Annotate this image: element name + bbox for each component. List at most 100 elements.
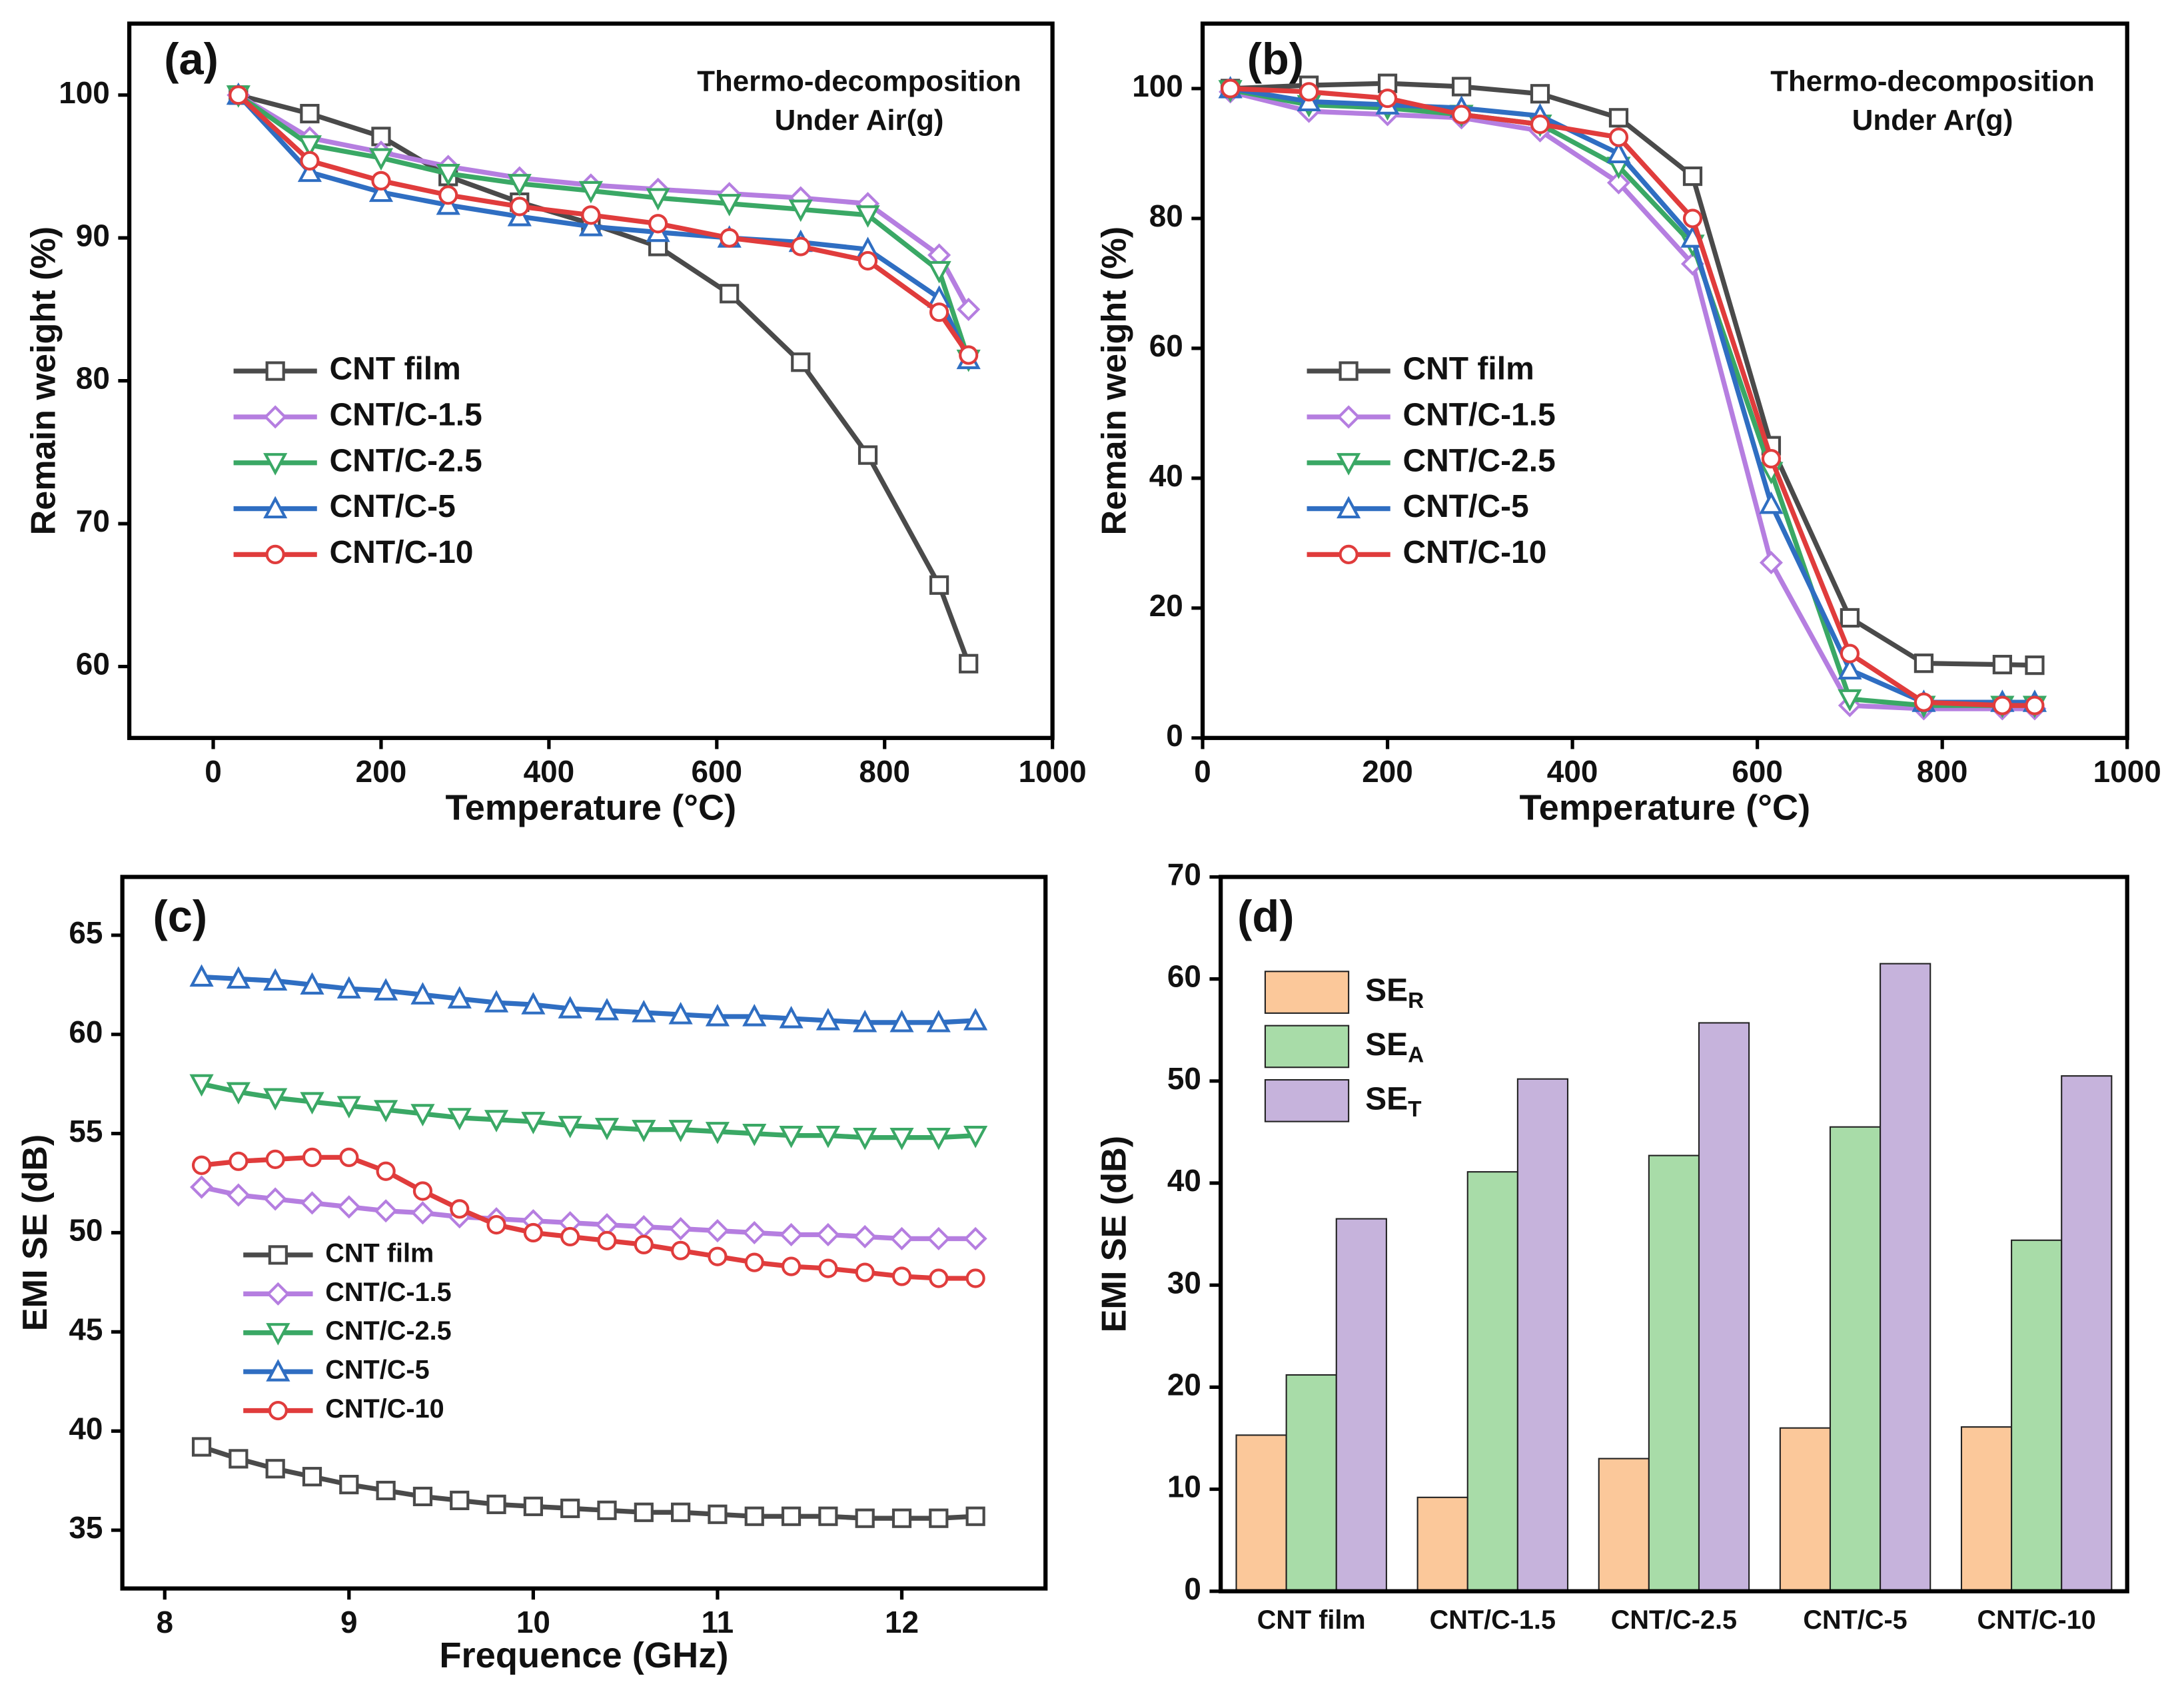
legend-swatch (1264, 1025, 1350, 1068)
marker (818, 1258, 838, 1278)
bar (1698, 1022, 1750, 1592)
series-line (201, 1154, 976, 1281)
legend-label: CNT/C-10 (330, 535, 474, 570)
legend-marker (263, 405, 287, 429)
bar (1335, 1218, 1387, 1592)
y-axis-title: EMI SE (dB) (1095, 1136, 1133, 1333)
marker (1530, 84, 1550, 104)
legend-marker (266, 1323, 290, 1346)
marker (646, 188, 670, 211)
marker (705, 1122, 730, 1144)
legend-marker (265, 544, 285, 565)
marker (376, 1480, 396, 1501)
x-tick-label: 400 (1547, 754, 1598, 789)
bar (1466, 1171, 1518, 1592)
marker (926, 1009, 951, 1033)
x-tick-label: CNT/C-1.5 (1430, 1605, 1556, 1635)
series-line (237, 93, 971, 360)
marker (229, 1449, 249, 1469)
marker (229, 85, 249, 105)
bar (1285, 1374, 1337, 1592)
marker (374, 1199, 398, 1223)
marker (581, 205, 601, 225)
marker (297, 159, 322, 183)
y-tick-label: 80 (76, 361, 110, 396)
legend-label: CNT/C-1.5 (1403, 398, 1556, 433)
marker (486, 1494, 506, 1514)
x-tick-label: 1000 (1019, 754, 1087, 789)
marker (889, 1128, 914, 1150)
y-tick-label: 40 (1149, 458, 1183, 493)
legend-marker (263, 496, 288, 519)
y-tick-label: 90 (76, 218, 110, 252)
marker (560, 1498, 580, 1518)
marker (717, 194, 742, 216)
marker (957, 297, 981, 321)
marker (781, 1506, 802, 1526)
x-tick-label: 200 (1362, 754, 1413, 789)
marker (855, 1262, 875, 1282)
bar (1829, 1126, 1882, 1592)
marker (780, 1222, 804, 1247)
legend-label: CNT/C-5 (1403, 489, 1529, 524)
panel-label: (c) (153, 893, 208, 942)
marker (708, 1246, 728, 1266)
marker (1840, 608, 1860, 628)
x-axis-title: Temperature (°C) (1520, 788, 1811, 828)
marker (744, 1252, 764, 1272)
marker (521, 1112, 546, 1134)
marker (1838, 657, 1862, 680)
y-tick-label: 70 (1167, 857, 1201, 892)
marker (227, 1183, 251, 1207)
legend-label: CNT/C-5 (330, 489, 456, 524)
marker (597, 1500, 617, 1520)
marker (744, 1506, 764, 1526)
marker (558, 996, 582, 1019)
series-line (201, 1184, 976, 1242)
marker (226, 1082, 251, 1105)
x-tick-label: 0 (1194, 754, 1211, 789)
legend-swatch (1264, 971, 1350, 1014)
marker (438, 185, 458, 205)
annotation: Under Ar(g) (1852, 104, 2013, 137)
x-tick-label: 11 (702, 1605, 734, 1639)
marker (959, 653, 979, 673)
marker (447, 986, 472, 1009)
marker (857, 445, 878, 465)
marker (791, 352, 811, 372)
y-axis-title: EMI SE (dB) (16, 1134, 55, 1332)
marker (891, 1266, 912, 1286)
y-tick-label: 60 (1149, 328, 1183, 363)
marker (1451, 105, 1472, 125)
marker (523, 1222, 543, 1243)
x-tick-label: CNT/C-5 (1803, 1605, 1907, 1635)
marker (265, 1149, 285, 1169)
marker (857, 250, 878, 271)
legend-label: CNT film (325, 1238, 434, 1268)
y-tick-label: 50 (1167, 1061, 1201, 1096)
marker (720, 284, 740, 304)
y-axis-title: Remain weight (%) (25, 226, 63, 536)
marker (889, 1009, 914, 1033)
marker (510, 197, 530, 216)
legend-swatch (1264, 1078, 1350, 1122)
series-line (237, 93, 971, 311)
legend-marker (1339, 361, 1359, 381)
series-line (201, 974, 976, 1025)
panel-label: (d) (1237, 893, 1294, 942)
marker (781, 1256, 802, 1276)
series-line (201, 1081, 976, 1140)
marker (597, 1230, 617, 1251)
legend-marker (1337, 405, 1361, 429)
bar (1779, 1427, 1832, 1592)
marker (507, 174, 532, 197)
marker (668, 1002, 693, 1025)
legend-marker (268, 1400, 288, 1421)
legend-label: CNT film (330, 352, 461, 387)
marker (484, 990, 509, 1013)
x-tick-label: 10 (516, 1605, 550, 1639)
marker (1299, 82, 1319, 102)
x-tick-label: 600 (692, 754, 743, 789)
marker (668, 1120, 693, 1142)
marker (779, 1005, 804, 1029)
